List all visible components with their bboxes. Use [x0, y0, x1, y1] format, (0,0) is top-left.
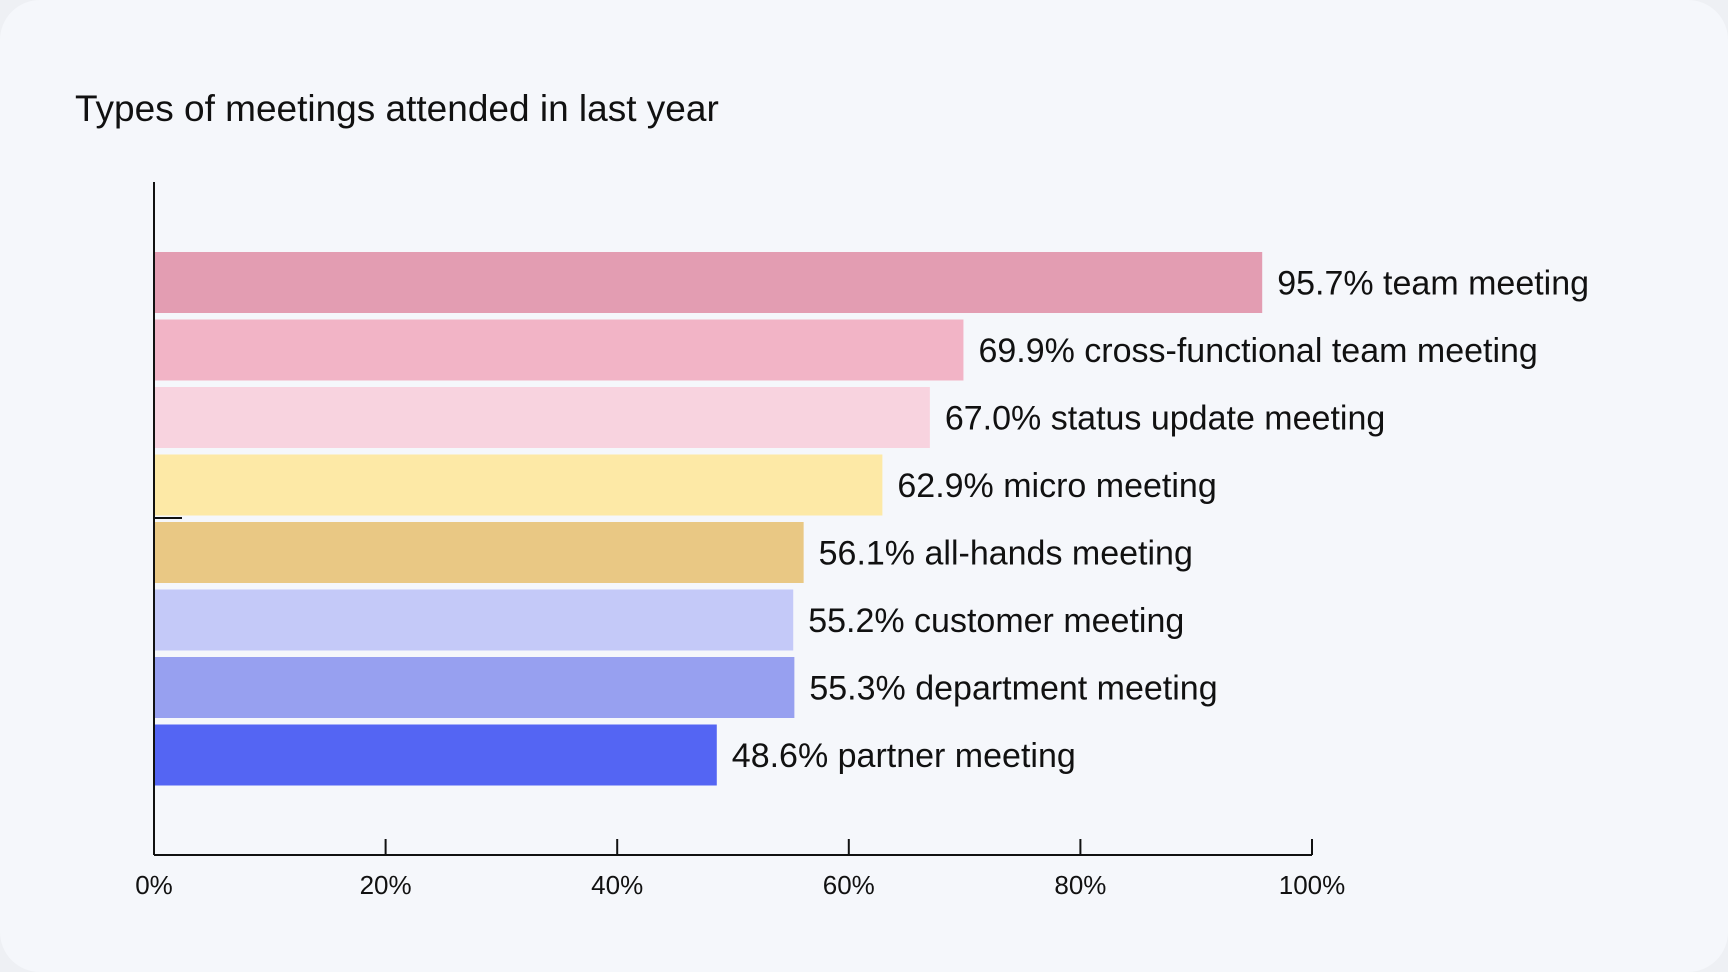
bar-all-hands-meeting [154, 522, 804, 583]
data-labels-group: 95.7% team meeting 69.9% cross-functional… [732, 265, 1589, 776]
bar-partner-meeting [154, 724, 717, 786]
x-tick-label: 100% [1279, 870, 1346, 900]
bar-department-meeting [154, 657, 795, 718]
x-tick-label: 60% [823, 870, 875, 900]
data-label: 56.1% all-hands meeting [819, 535, 1193, 573]
axes-group: 0% 20% 40% 60% 80% 100% [135, 182, 1345, 900]
x-tick-label: 80% [1054, 870, 1106, 900]
bar-team-meeting [154, 252, 1263, 313]
data-label: 67.0% status update meeting [945, 400, 1385, 438]
data-label: 48.6% partner meeting [732, 737, 1076, 775]
x-tick-label: 20% [360, 870, 412, 900]
bar-micro-meeting [154, 454, 883, 516]
x-tick-label: 0% [135, 870, 173, 900]
chart-title: Types of meetings attended in last year [75, 88, 719, 129]
x-tick-label: 40% [591, 870, 643, 900]
bar-cross-functional-team-meeting [154, 319, 964, 381]
data-label: 69.9% cross-functional team meeting [978, 332, 1537, 370]
data-label: 95.7% team meeting [1277, 265, 1589, 303]
bars-group [154, 252, 1263, 786]
bar-status-update-meeting [154, 387, 930, 448]
data-label: 62.9% micro meeting [897, 467, 1216, 505]
bar-customer-meeting [154, 589, 794, 651]
data-label: 55.2% customer meeting [808, 602, 1184, 640]
data-label: 55.3% department meeting [809, 670, 1217, 708]
